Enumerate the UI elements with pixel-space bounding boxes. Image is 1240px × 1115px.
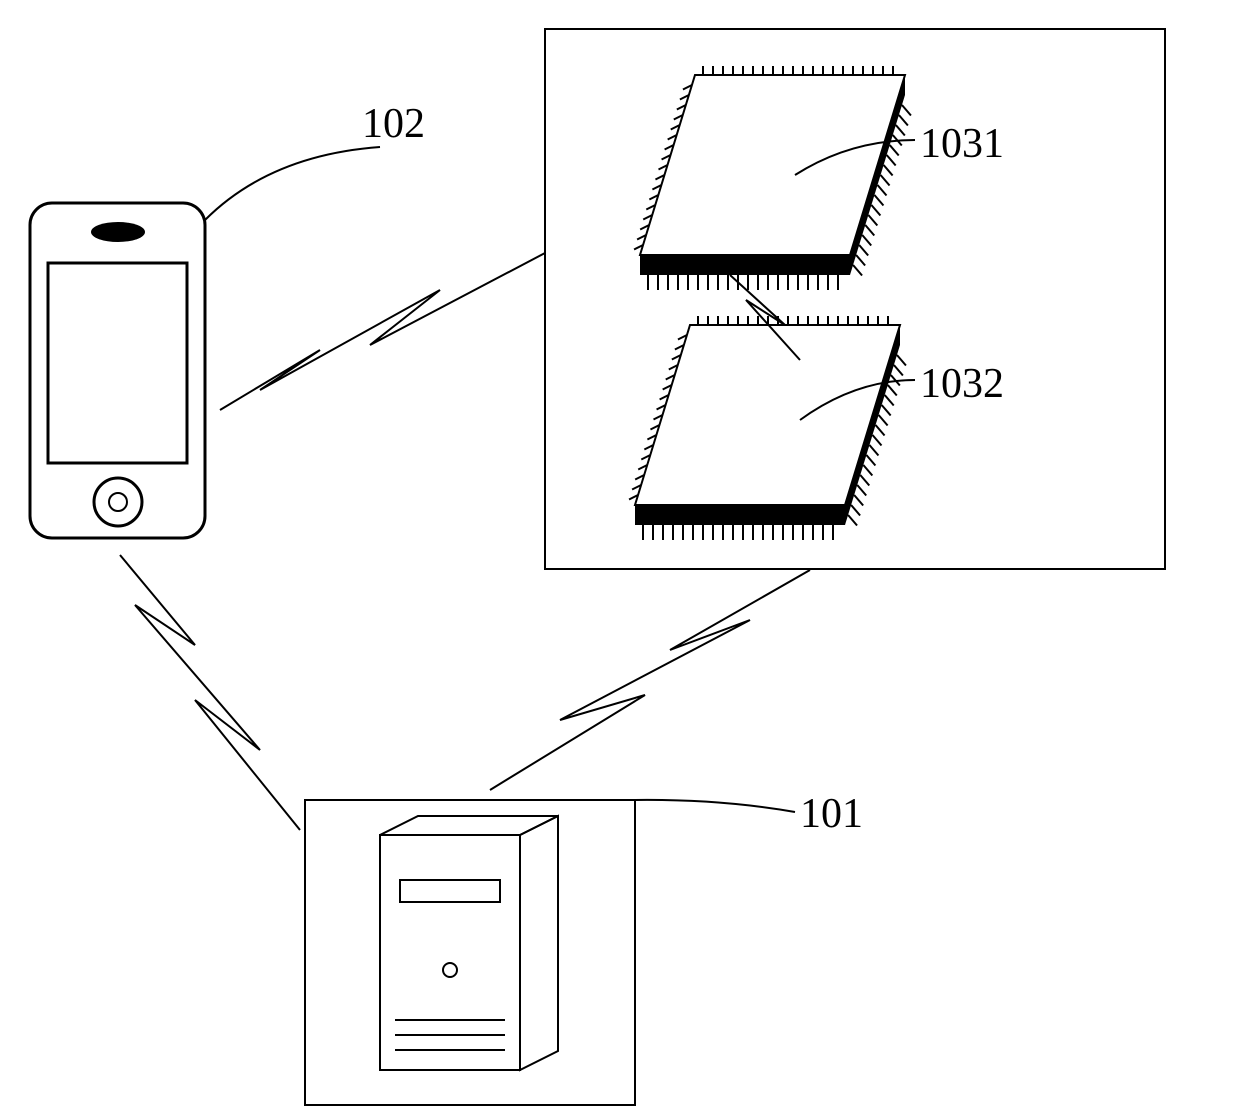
- phone-icon: [30, 203, 205, 538]
- chip-icon-1032: [629, 316, 906, 540]
- label-1032: 1032: [920, 360, 1004, 408]
- server-container-box: [305, 800, 635, 1105]
- label-102: 102: [362, 100, 425, 148]
- leader-101: [635, 800, 795, 812]
- label-101: 101: [800, 790, 863, 838]
- label-1031: 1031: [920, 120, 1004, 168]
- server-icon: [380, 816, 558, 1070]
- chip-icon-1031: [634, 66, 911, 290]
- bolt-chips-server: [490, 570, 810, 790]
- diagram-canvas: 102 1031 1032 101: [0, 0, 1240, 1115]
- bolt-phone-server: [120, 555, 300, 830]
- bolt-phone-chips: [220, 253, 545, 410]
- leader-102: [205, 147, 380, 220]
- diagram-svg: [0, 0, 1240, 1115]
